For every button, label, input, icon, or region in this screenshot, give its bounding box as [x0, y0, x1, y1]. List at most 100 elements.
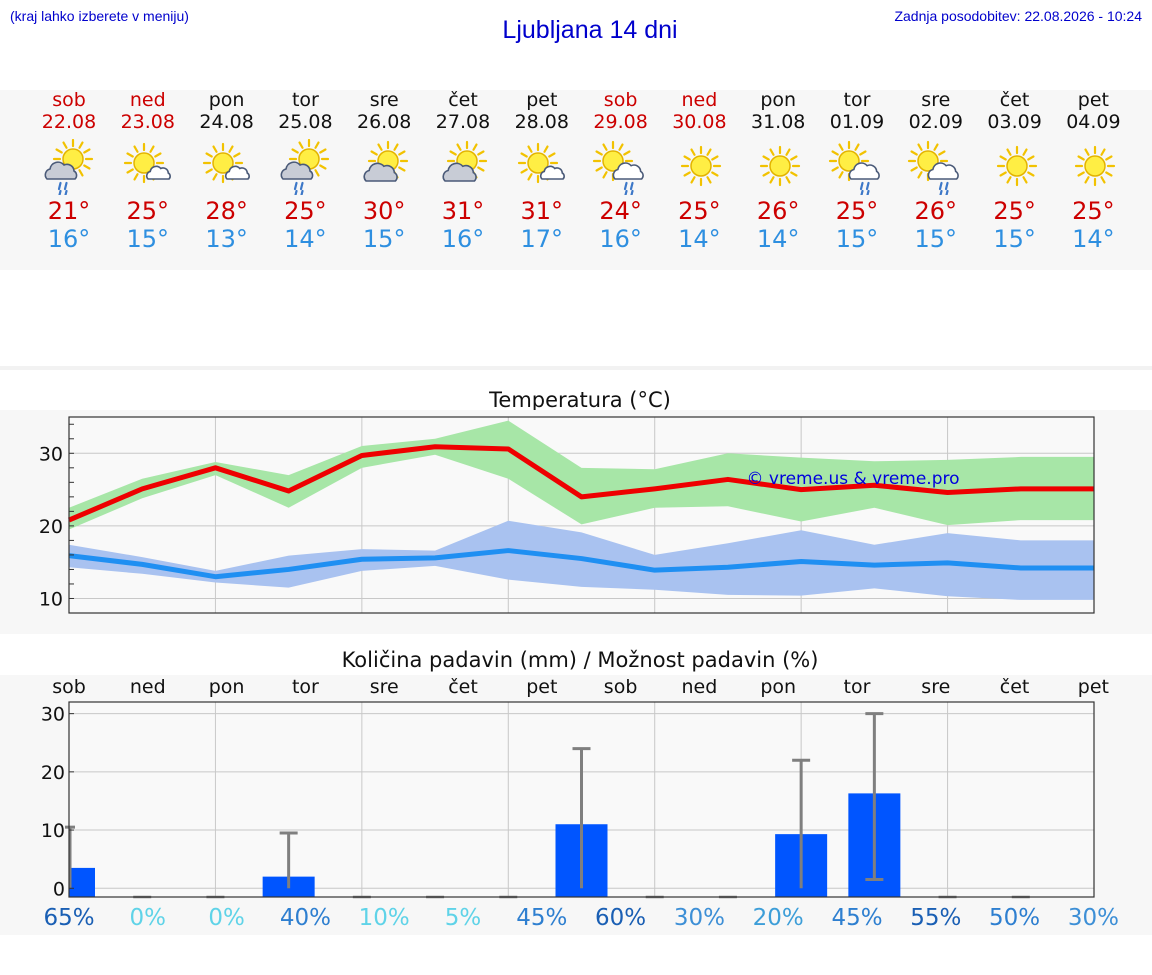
- day-column: pon 31.08 26° 14°: [738, 89, 818, 253]
- day-date: 22.08: [41, 111, 97, 133]
- max-temperature: 25°: [678, 197, 721, 225]
- precipitation-probability: 10%: [358, 905, 410, 931]
- precipitation-probability: 5%: [444, 905, 482, 931]
- day-column: tor 01.09 25° 15°: [817, 89, 897, 253]
- day-name: sre: [369, 89, 399, 111]
- day-date: 30.08: [672, 111, 727, 133]
- sun-icon: [123, 142, 164, 184]
- min-temperature: 17°: [520, 225, 564, 253]
- precipitation-probability: 30%: [1067, 905, 1119, 931]
- precipitation-day-label: sre: [369, 676, 399, 698]
- day-date: 03.09: [987, 111, 1042, 133]
- min-temperature: 14°: [1072, 225, 1115, 253]
- max-temperature-range-band: [69, 420, 1094, 530]
- max-temperature: 26°: [756, 197, 800, 225]
- weather-sun-icon: [1075, 145, 1116, 187]
- precipitation-probability: 20%: [752, 905, 804, 931]
- precipitation-probability: 0%: [129, 905, 167, 931]
- rain-icon: [938, 181, 949, 195]
- y-tick-label: 20: [39, 516, 63, 538]
- weather-sun-cloud-rain-right-icon: [592, 140, 644, 195]
- watermark: © vreme.us & vreme.pro: [746, 469, 959, 489]
- rain-icon: [859, 181, 870, 195]
- y-tick-label: 10: [41, 820, 65, 842]
- page-title: Ljubljana 14 dni: [502, 16, 678, 44]
- max-temperature-line: [68, 444, 1094, 523]
- precipitation-probability: 55%: [910, 905, 962, 931]
- precipitation-day-label: tor: [843, 676, 871, 698]
- sun-icon: [592, 140, 633, 182]
- max-temperature: 24°: [599, 197, 642, 225]
- min-temperature: 14°: [284, 225, 327, 253]
- y-tick-label: 0: [53, 878, 65, 900]
- day-column: sob 22.08 21° 16°: [29, 89, 109, 253]
- precipitation-day-label: pon: [208, 676, 245, 698]
- day-column: sre 02.09 26° 15°: [896, 89, 976, 253]
- cloud-icon: [848, 162, 880, 180]
- max-temperature: 21°: [47, 197, 91, 225]
- precipitation-day-label: tor: [291, 676, 319, 698]
- precipitation-day-label: ned: [129, 676, 166, 698]
- day-date: 26.08: [356, 111, 412, 133]
- sun-icon: [681, 145, 722, 187]
- precipitation-day-label: sre: [921, 676, 951, 698]
- min-temperature: 15°: [914, 225, 958, 253]
- cloud-icon: [612, 162, 644, 180]
- day-column: čet 27.08 31° 16°: [423, 89, 503, 253]
- min-temperature: 16°: [47, 225, 91, 253]
- day-name: sre: [921, 89, 951, 111]
- day-name: pet: [1077, 89, 1109, 111]
- rain-icon: [623, 181, 634, 195]
- day-name: čet: [999, 89, 1030, 111]
- day-column: ned 30.08 25° 14°: [659, 89, 739, 253]
- day-date: 02.09: [908, 111, 963, 133]
- max-temperature: 30°: [362, 197, 406, 225]
- min-temperature: 15°: [835, 225, 879, 253]
- day-date: 27.08: [435, 111, 491, 133]
- precipitation-probability: 0%: [208, 905, 245, 931]
- weather-sun-cloud-rain-icon: [44, 139, 94, 195]
- precipitation-probability: 40%: [279, 905, 331, 931]
- day-name: tor: [843, 89, 871, 111]
- precipitation-day-label: sob: [603, 676, 638, 698]
- max-temperature: 25°: [993, 197, 1036, 225]
- day-name: pon: [760, 89, 797, 111]
- precipitation-bar: [69, 867, 95, 897]
- cloud-icon: [442, 162, 477, 182]
- weather-sun-cloud-icon: [363, 140, 409, 182]
- min-temperature: 14°: [678, 225, 721, 253]
- day-date: 01.09: [829, 111, 885, 133]
- day-column: ned 23.08 25° 15°: [108, 89, 188, 253]
- max-temperature: 25°: [835, 197, 879, 225]
- weather-sun-small-cloud-icon: [123, 142, 171, 184]
- divider: [0, 366, 1152, 370]
- day-column: pet 04.09 25° 14°: [1053, 89, 1133, 253]
- precipitation-day-label: čet: [448, 676, 478, 698]
- weather-sun-small-cloud-icon: [202, 142, 250, 184]
- rain-icon: [294, 181, 304, 195]
- cloud-icon: [145, 165, 171, 180]
- precipitation-probability: 50%: [989, 905, 1041, 931]
- day-date: 29.08: [593, 111, 648, 133]
- day-date: 28.08: [514, 111, 569, 133]
- plot-frame: [68, 416, 1095, 614]
- precipitation-probability: 45%: [516, 905, 568, 931]
- day-name: pon: [208, 89, 245, 111]
- forecast-strip: [0, 90, 1152, 270]
- temperature-chart: 10 20 30 © vreme.us & vreme.pro: [39, 416, 1095, 614]
- y-tick-label: 30: [41, 704, 65, 726]
- cloud-icon: [44, 161, 78, 180]
- precipitation-probability: 45%: [831, 905, 883, 931]
- max-temperature: 28°: [205, 197, 248, 225]
- min-temperature: 16°: [441, 225, 485, 253]
- weather-sun-small-cloud-icon: [517, 142, 565, 184]
- weather-sun-cloud-rain-right-icon: [907, 140, 959, 195]
- min-temperature: 14°: [756, 225, 800, 253]
- location-hint: (kraj lahko izberete v meniju): [10, 8, 189, 24]
- cloud-icon: [224, 165, 250, 180]
- day-name: pet: [526, 89, 558, 111]
- precipitation-probability: 65%: [43, 905, 95, 931]
- sun-icon: [996, 145, 1037, 187]
- day-column: čet 03.09 25° 15°: [975, 89, 1055, 253]
- precipitation-day-label: pon: [760, 676, 797, 698]
